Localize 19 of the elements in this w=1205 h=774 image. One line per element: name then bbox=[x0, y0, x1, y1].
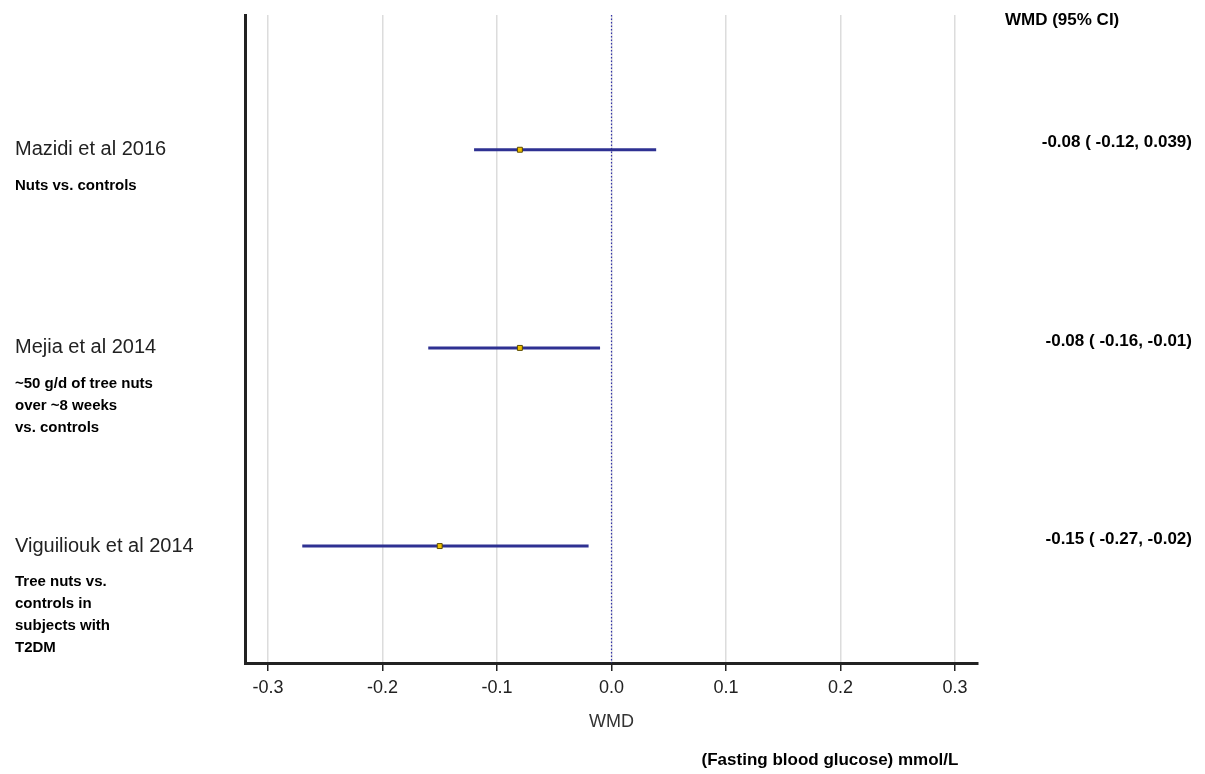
y-tick-label: Mejia et al 2014 bbox=[15, 335, 157, 358]
x-tick-label: 0.2 bbox=[828, 676, 854, 697]
x-tick-label: -0.2 bbox=[366, 676, 398, 697]
x-tick-label: -0.1 bbox=[481, 676, 513, 697]
text: (Fasting blood glucose) mmol/L bbox=[701, 749, 959, 769]
x-tick-label: 0.1 bbox=[713, 676, 739, 697]
text: ~50 g/d of tree nuts over ~8 weeks vs. controls bbox=[15, 374, 153, 436]
data-label: -0.15 ( -0.27, -0.02) bbox=[1045, 528, 1192, 548]
text: WMD (95% CI) bbox=[1005, 9, 1120, 29]
x-tick-label: -0.3 bbox=[252, 676, 284, 697]
x-axis-title: WMD bbox=[589, 710, 634, 731]
data-label: -0.08 ( -0.12, 0.039) bbox=[1041, 132, 1192, 152]
text: Nuts vs. controls bbox=[15, 175, 137, 193]
y-tick-label: Viguiliouk et al 2014 bbox=[15, 533, 194, 556]
data-label: -0.08 ( -0.16, -0.01) bbox=[1045, 330, 1192, 350]
text: Tree nuts vs. controls in subjects with T2DM bbox=[15, 572, 111, 656]
y-tick-label: Mazidi et al 2016 bbox=[15, 137, 167, 160]
x-tick-label: 0.0 bbox=[598, 676, 625, 697]
x-tick-label: 0.3 bbox=[942, 676, 968, 697]
